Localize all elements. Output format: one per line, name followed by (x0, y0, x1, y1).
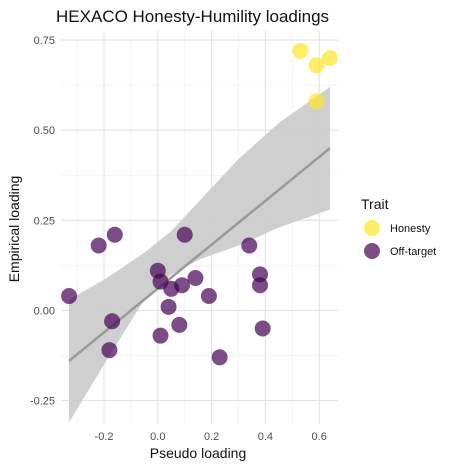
point-off-target (252, 277, 268, 293)
legend-swatch-off-target (364, 243, 380, 259)
point-off-target (104, 313, 120, 329)
point-off-target (91, 238, 107, 254)
point-off-target (161, 299, 177, 315)
chart-title: HEXACO Honesty-Humility loadings (56, 7, 329, 26)
y-tick-label: -0.25 (30, 396, 55, 408)
regression-line (69, 148, 330, 361)
x-tick-label: 0.4 (258, 431, 273, 443)
legend-swatch-honesty (364, 220, 380, 236)
trend-line (69, 148, 330, 361)
x-axis-title: Pseudo loading (150, 445, 247, 461)
y-tick-label: 0.50 (34, 125, 55, 137)
point-off-target (241, 238, 257, 254)
point-honesty (322, 50, 338, 66)
point-honesty (308, 93, 324, 109)
legend-label-honesty: Honesty (390, 223, 431, 235)
x-tick-label: 0.6 (312, 431, 327, 443)
point-off-target (171, 317, 187, 333)
x-tick-labels: -0.2 0.0 0.2 0.4 0.6 (95, 431, 327, 443)
x-tick-label: -0.2 (95, 431, 114, 443)
legend-label-off-target: Off-target (390, 246, 436, 258)
point-off-target (101, 342, 117, 358)
y-tick-labels: -0.25 0.00 0.25 0.50 0.75 (30, 35, 55, 408)
point-off-target (212, 349, 228, 365)
point-off-target (107, 227, 123, 243)
y-axis-title: Empirical loading (6, 176, 22, 283)
point-off-target (201, 288, 217, 304)
point-off-target (153, 328, 169, 344)
point-off-target (177, 227, 193, 243)
point-off-target (61, 288, 77, 304)
y-tick-label: 0.00 (34, 305, 55, 317)
point-honesty (292, 43, 308, 59)
point-off-target (255, 320, 271, 336)
x-tick-label: 0.2 (204, 431, 219, 443)
legend: Trait Honesty Off-target (361, 196, 436, 259)
point-off-target (187, 270, 203, 286)
point-off-target (174, 277, 190, 293)
legend-title: Trait (361, 196, 389, 212)
y-tick-label: 0.75 (34, 35, 55, 47)
x-tick-label: 0.0 (150, 431, 165, 443)
y-tick-label: 0.25 (34, 215, 55, 227)
point-honesty (308, 57, 324, 73)
